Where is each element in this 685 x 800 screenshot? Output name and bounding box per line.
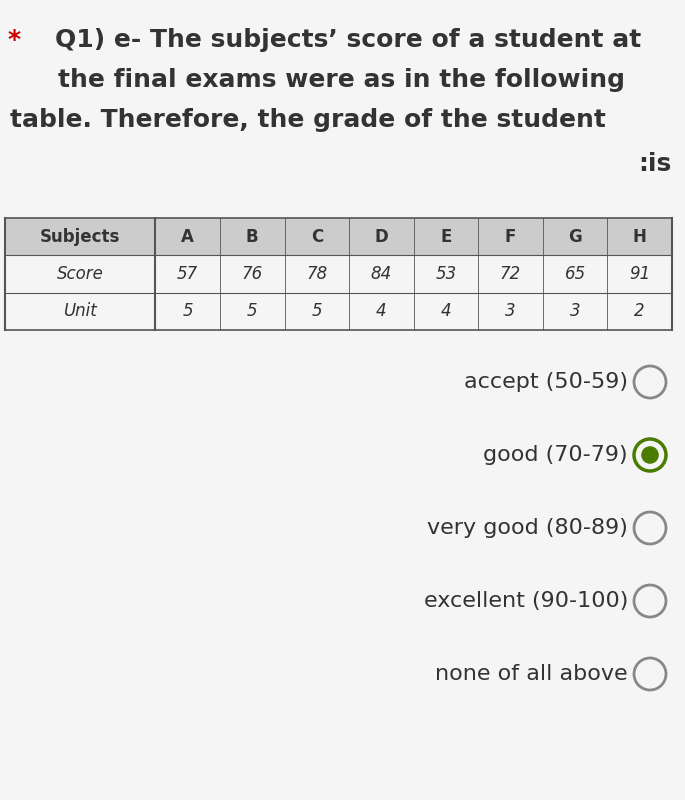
Text: 91: 91 [629, 265, 650, 283]
Text: 2: 2 [634, 302, 645, 320]
Text: 3: 3 [506, 302, 516, 320]
Text: E: E [440, 228, 451, 246]
Circle shape [641, 446, 659, 464]
Text: good (70-79): good (70-79) [484, 445, 628, 465]
Text: 4: 4 [440, 302, 451, 320]
Text: very good (80-89): very good (80-89) [427, 518, 628, 538]
Text: accept (50-59): accept (50-59) [464, 372, 628, 392]
Text: 78: 78 [306, 265, 327, 283]
Text: A: A [182, 228, 194, 246]
Text: Subjects: Subjects [40, 228, 121, 246]
Text: 4: 4 [376, 302, 387, 320]
Bar [5, 218, 672, 255]
Text: 65: 65 [564, 265, 586, 283]
Text: none of all above: none of all above [436, 664, 628, 684]
Text: G: G [569, 228, 582, 246]
Text: H: H [633, 228, 647, 246]
Text: 84: 84 [371, 265, 392, 283]
Text: :is: :is [638, 152, 672, 176]
Text: C: C [311, 228, 323, 246]
Text: 53: 53 [436, 265, 457, 283]
Text: B: B [246, 228, 258, 246]
Text: 72: 72 [500, 265, 521, 283]
Text: 3: 3 [570, 302, 580, 320]
Text: 5: 5 [312, 302, 322, 320]
Text: 5: 5 [182, 302, 193, 320]
Text: Unit: Unit [63, 302, 97, 320]
Text: table. Therefore, the grade of the student: table. Therefore, the grade of the stude… [10, 108, 606, 132]
Text: *: * [8, 28, 21, 52]
Text: F: F [505, 228, 516, 246]
Text: Score: Score [57, 265, 103, 283]
Text: D: D [375, 228, 388, 246]
Text: 76: 76 [242, 265, 263, 283]
Text: Q1) e- The subjects’ score of a student at: Q1) e- The subjects’ score of a student … [55, 28, 641, 52]
Text: 57: 57 [177, 265, 198, 283]
Text: 5: 5 [247, 302, 258, 320]
Text: the final exams were as in the following: the final exams were as in the following [58, 68, 625, 92]
Text: excellent (90-100): excellent (90-100) [423, 591, 628, 611]
